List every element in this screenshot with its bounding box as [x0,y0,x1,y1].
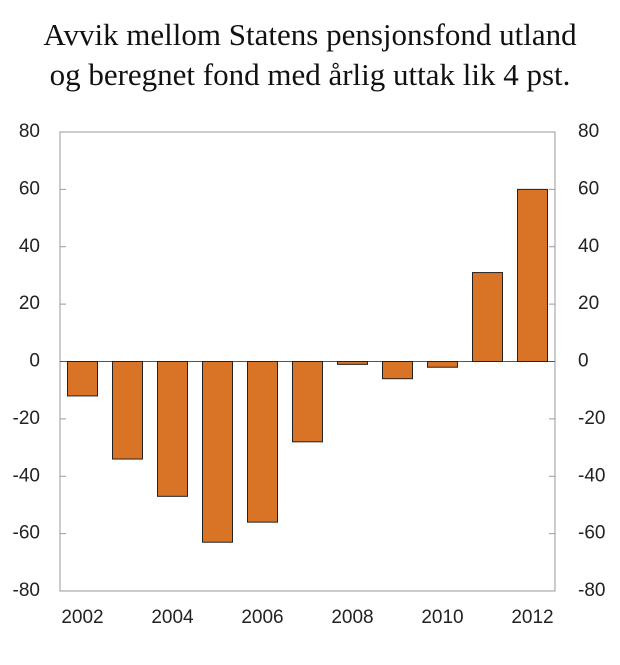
bar [472,272,503,363]
y-tick-label: -40 [13,465,40,486]
bar [202,361,233,543]
x-tick-label: 2008 [331,607,373,628]
y-tick-label: -20 [13,408,40,429]
x-tick-label: 2006 [241,607,283,628]
y2-tick-label: -20 [578,408,605,429]
y-tick-label: 40 [19,236,40,257]
x-tick-label: 2004 [151,607,194,628]
y-tick-label: 60 [19,178,40,199]
bar [337,361,368,365]
y2-tick-label: -40 [578,465,605,486]
y2-tick-label: 60 [578,178,599,199]
y-tick-label: 0 [29,351,40,372]
y2-tick-label: -60 [578,523,605,544]
x-tick-label: 2010 [421,607,463,628]
bar [67,361,98,397]
y-tick-label: 80 [19,121,40,142]
chart-title: Avvik mellom Statens pensjonsfond utland [43,17,577,52]
y-tick-label: -80 [13,580,40,601]
bar [517,188,548,362]
x-tick-label: 2012 [511,607,553,628]
bar [382,361,413,380]
y2-tick-label: 20 [578,293,599,314]
bar [157,361,188,497]
y2-tick-label: 0 [578,351,589,372]
x-tick-label: 2002 [61,607,103,628]
y2-tick-label: 40 [578,236,599,257]
bar [292,361,323,443]
bar [112,361,143,460]
y-tick-label: -60 [13,523,40,544]
bar [427,361,458,368]
y2-tick-label: -80 [578,580,605,601]
y2-tick-label: 80 [578,121,599,142]
y-tick-label: 20 [19,293,40,314]
bar [247,361,278,523]
chart-title: og beregnet fond med årlig uttak lik 4 p… [50,57,571,92]
